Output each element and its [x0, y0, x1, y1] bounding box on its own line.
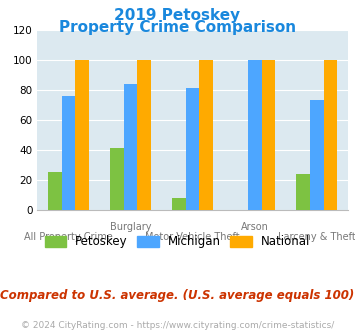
Bar: [172, 198, 186, 210]
Text: Larceny & Theft: Larceny & Theft: [278, 232, 355, 242]
Bar: [200, 60, 213, 210]
Bar: [61, 96, 75, 210]
Text: All Property Crime: All Property Crime: [24, 232, 113, 242]
Bar: [186, 88, 200, 210]
Bar: [262, 60, 275, 210]
Text: © 2024 CityRating.com - https://www.cityrating.com/crime-statistics/: © 2024 CityRating.com - https://www.city…: [21, 321, 334, 330]
Bar: [110, 148, 124, 210]
Text: Burglary: Burglary: [110, 222, 151, 232]
Text: Property Crime Comparison: Property Crime Comparison: [59, 20, 296, 35]
Bar: [48, 172, 61, 210]
Bar: [137, 60, 151, 210]
Bar: [248, 60, 262, 210]
Bar: [124, 83, 137, 210]
Bar: [296, 174, 310, 210]
Legend: Petoskey, Michigan, National: Petoskey, Michigan, National: [40, 231, 315, 253]
Bar: [324, 60, 337, 210]
Text: Compared to U.S. average. (U.S. average equals 100): Compared to U.S. average. (U.S. average …: [0, 289, 355, 302]
Text: 2019 Petoskey: 2019 Petoskey: [114, 8, 241, 23]
Bar: [75, 60, 89, 210]
Text: Motor Vehicle Theft: Motor Vehicle Theft: [145, 232, 240, 242]
Bar: [310, 100, 324, 210]
Text: Arson: Arson: [241, 222, 269, 232]
